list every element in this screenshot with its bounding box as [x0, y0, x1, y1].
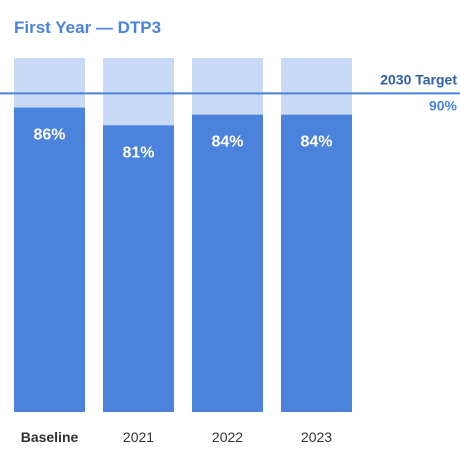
- data-label-2: 84%: [211, 134, 243, 151]
- category-label-2: 2022: [212, 429, 243, 445]
- category-label-0: Baseline: [21, 429, 79, 445]
- bar-remainder-3: [281, 58, 352, 115]
- data-label-1: 81%: [122, 144, 154, 161]
- bar-remainder-1: [103, 58, 174, 126]
- bar-2: [192, 114, 263, 412]
- category-label-1: 2021: [123, 429, 154, 445]
- chart-title: First Year — DTP3: [14, 18, 162, 37]
- data-label-3: 84%: [300, 134, 332, 151]
- bar-3: [281, 114, 352, 412]
- bar-1: [103, 125, 174, 412]
- bar-0: [14, 107, 85, 412]
- bar-remainder-2: [192, 58, 263, 115]
- data-label-0: 86%: [33, 127, 65, 144]
- target-value-label: 90%: [429, 97, 458, 113]
- bar-remainder-0: [14, 58, 85, 108]
- target-label: 2030 Target: [380, 71, 457, 87]
- category-label-3: 2023: [301, 429, 332, 445]
